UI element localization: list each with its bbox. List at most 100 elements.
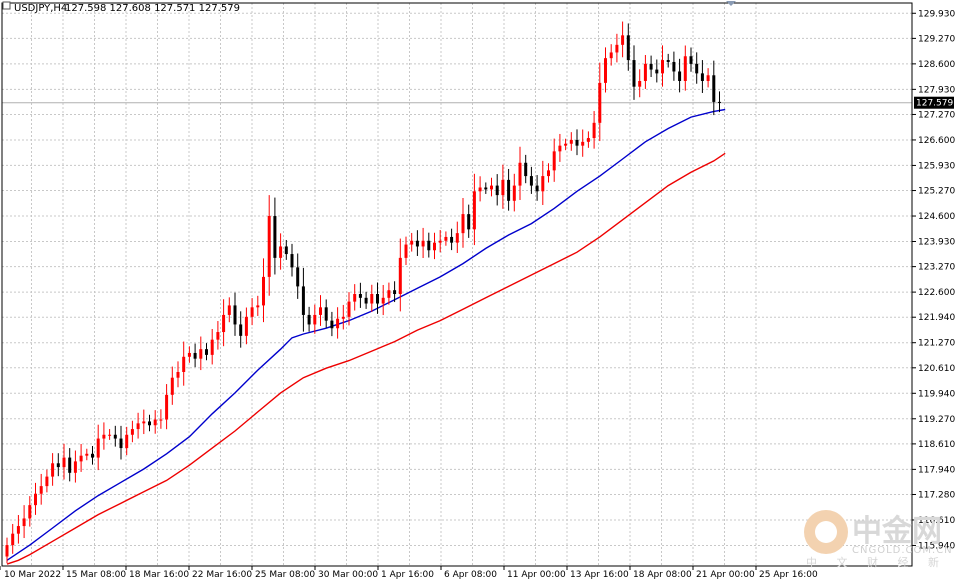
candle bbox=[22, 505, 26, 539]
candle-body bbox=[165, 394, 169, 420]
candle bbox=[250, 298, 254, 326]
candle bbox=[512, 173, 516, 212]
candle bbox=[165, 384, 169, 430]
candle-body bbox=[512, 185, 516, 201]
candle bbox=[632, 45, 636, 100]
candle-body bbox=[244, 316, 248, 336]
candle-body bbox=[301, 286, 305, 315]
y-tick-label: 123.270 bbox=[918, 263, 955, 273]
candle bbox=[626, 23, 630, 71]
candle-body bbox=[661, 60, 664, 74]
candle bbox=[678, 58, 682, 93]
candle-body bbox=[615, 44, 619, 53]
candle-body bbox=[666, 60, 670, 62]
candle bbox=[62, 443, 66, 480]
candle-body bbox=[649, 63, 653, 70]
y-tick-label: 127.930 bbox=[918, 85, 955, 95]
candle bbox=[159, 409, 163, 429]
x-tick-label: 15 Mar 08:00 bbox=[66, 570, 126, 580]
candle-body bbox=[700, 73, 704, 81]
candle-body bbox=[467, 214, 471, 230]
candle bbox=[341, 304, 345, 330]
candle-body bbox=[381, 297, 385, 304]
candle-body bbox=[16, 526, 20, 534]
candle bbox=[313, 304, 317, 334]
candle-body bbox=[62, 457, 66, 468]
y-tick-label: 125.930 bbox=[918, 161, 955, 171]
candle bbox=[96, 424, 100, 471]
candle bbox=[450, 228, 454, 251]
candle bbox=[575, 129, 579, 156]
candle-body bbox=[524, 162, 528, 177]
watermark: 中金网 CNGOLD.COM.CN 中 文 财 经 新 媒 体 bbox=[804, 510, 958, 569]
candle bbox=[524, 154, 528, 184]
candle bbox=[569, 132, 573, 151]
candle bbox=[421, 227, 425, 259]
candle-body bbox=[444, 236, 448, 241]
candle bbox=[581, 129, 585, 157]
candle-body bbox=[706, 75, 710, 81]
candle-body bbox=[22, 518, 26, 527]
candle-body bbox=[695, 63, 699, 74]
candle bbox=[353, 284, 357, 311]
candle-body bbox=[341, 316, 345, 319]
y-tick-label: 119.940 bbox=[918, 389, 955, 399]
candle bbox=[290, 243, 294, 277]
y-tick-label: 122.600 bbox=[918, 288, 955, 298]
candle bbox=[404, 236, 408, 265]
candle bbox=[102, 422, 106, 450]
candle-body bbox=[421, 240, 425, 247]
candle bbox=[501, 164, 505, 209]
candle-body bbox=[507, 179, 511, 201]
y-tick-label: 115.940 bbox=[918, 541, 955, 551]
candle-body bbox=[461, 214, 465, 234]
candle-body bbox=[404, 244, 408, 258]
candle bbox=[16, 515, 20, 544]
y-tick-label: 129.270 bbox=[918, 34, 955, 44]
candle-body bbox=[655, 69, 659, 74]
candle bbox=[455, 221, 459, 254]
candle bbox=[45, 469, 49, 493]
candle-body bbox=[113, 434, 117, 439]
candle bbox=[130, 420, 134, 443]
candle-body bbox=[592, 122, 596, 139]
x-tick-label: 22 Mar 16:00 bbox=[192, 570, 252, 580]
candle bbox=[210, 329, 214, 365]
candle-body bbox=[552, 151, 556, 171]
candle-body bbox=[45, 476, 49, 487]
candle bbox=[307, 306, 311, 332]
y-tick-label: 121.270 bbox=[918, 339, 955, 349]
candle-body bbox=[51, 463, 55, 477]
plot-frame bbox=[1, 2, 913, 567]
y-tick-label: 126.600 bbox=[918, 136, 955, 146]
candle-body bbox=[222, 314, 226, 333]
candle-body bbox=[336, 318, 340, 329]
ma-slow-line bbox=[6, 152, 726, 565]
candle bbox=[541, 160, 545, 205]
candle bbox=[393, 281, 397, 303]
moving-averages bbox=[6, 108, 726, 565]
candle bbox=[586, 131, 590, 148]
candle bbox=[683, 45, 687, 91]
candle bbox=[136, 412, 140, 439]
candle-body bbox=[638, 80, 642, 87]
candle bbox=[79, 443, 83, 472]
candle-body bbox=[170, 377, 174, 395]
watermark-url: CNGOLD.COM.CN bbox=[852, 545, 953, 556]
candle bbox=[216, 321, 220, 350]
candle-body bbox=[5, 545, 9, 557]
menu-icon[interactable] bbox=[2, 1, 11, 10]
y-tick-label: 123.930 bbox=[918, 238, 955, 248]
candle-body bbox=[108, 434, 112, 436]
candle bbox=[108, 429, 112, 440]
candle bbox=[444, 231, 448, 246]
candle bbox=[233, 292, 237, 336]
candle bbox=[301, 267, 305, 332]
candle bbox=[5, 537, 9, 564]
candle-body bbox=[410, 240, 414, 245]
candle-body bbox=[182, 356, 186, 372]
candle bbox=[119, 425, 123, 460]
chart-shift-marker-icon[interactable] bbox=[726, 1, 736, 6]
